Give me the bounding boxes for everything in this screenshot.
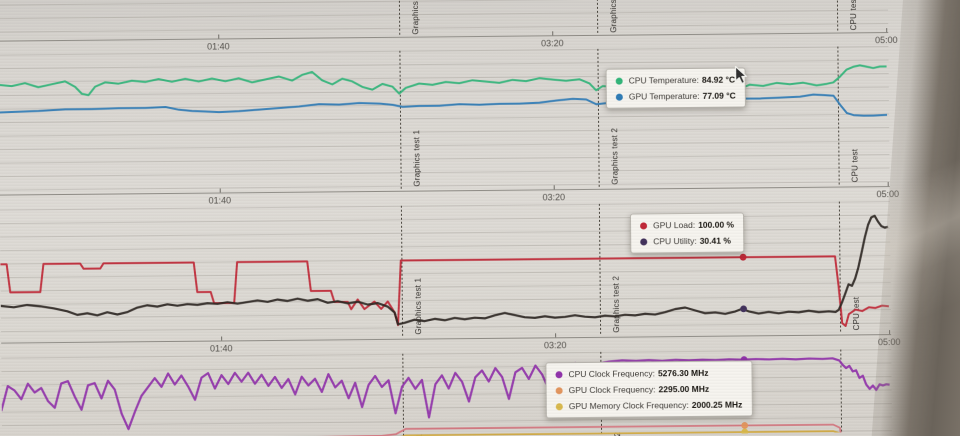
- tooltip-label: CPU Temperature:: [628, 74, 699, 86]
- tooltip-temperatures: CPU Temperature: 84.92 °C GPU Temperatur…: [605, 67, 746, 109]
- tooltip-row: GPU Clock Frequency: 2295.00 MHz: [555, 383, 743, 396]
- tooltip-label: GPU Temperature:: [628, 90, 700, 102]
- tooltip-value: 30.41 %: [699, 235, 731, 246]
- tooltip-row: CPU Temperature: 84.92 °C: [615, 74, 736, 86]
- gpu-clock-dot: [555, 386, 563, 394]
- cpu-clock-dot: [555, 370, 563, 378]
- tooltip-value: 84.92 °C: [701, 74, 736, 85]
- hover-marker-gpu-memory-clock-frequency: [741, 428, 749, 436]
- cpu-temperature-dot: [615, 77, 623, 85]
- hover-marker-gpu-clock-frequency: [741, 422, 749, 429]
- tooltip-row: CPU Utility: 30.41 %: [640, 236, 734, 247]
- tooltip-clocks: CPU Clock Frequency: 5276.30 MHz GPU Clo…: [545, 360, 753, 419]
- tooltip-label: CPU Clock Frequency:: [568, 368, 656, 380]
- series-line-cpu-utility: [0, 214, 889, 326]
- tooltip-value: 100.00 %: [698, 219, 735, 230]
- tooltip-value: 77.09 °C: [702, 90, 736, 101]
- gpu-memory-clock-dot: [555, 402, 563, 410]
- series-line-gpu-temperature: [0, 93, 888, 117]
- tooltip-value: 2295.00 MHz: [658, 383, 710, 395]
- tooltip-label: GPU Memory Clock Frequency:: [568, 400, 689, 412]
- series-line-gpu-load: [0, 255, 889, 327]
- chart-lines-svg: [0, 64, 891, 436]
- tooltip-row: GPU Load: 100.00 %: [640, 220, 734, 231]
- hover-marker-gpu-load: [739, 253, 747, 261]
- tooltip-value: 2000.25 MHz: [691, 399, 743, 410]
- series-line-cpu-temperature: [0, 64, 887, 97]
- tooltip-label: GPU Load:: [653, 219, 696, 231]
- series-line-gpu-clock-frequency: [0, 423, 891, 436]
- gpu-load-dot: [640, 221, 648, 229]
- tooltip-label: CPU Utility:: [653, 235, 697, 247]
- cpu-utility-dot: [640, 237, 648, 245]
- gpu-temperature-dot: [615, 93, 623, 101]
- hover-marker-cpu-utility: [740, 305, 747, 313]
- tooltip-row: CPU Clock Frequency: 5276.30 MHz: [555, 367, 742, 379]
- tooltip-label: GPU Clock Frequency:: [568, 384, 656, 396]
- tooltip-value: 5276.30 MHz: [657, 367, 709, 379]
- mouse-cursor-icon: [734, 65, 748, 85]
- series-line-cpu-clock-frequency: [0, 357, 890, 431]
- tooltip-loads: GPU Load: 100.00 % CPU Utility: 30.41 %: [629, 212, 745, 254]
- series-line-gpu-memory-clock-frequency: [0, 430, 891, 436]
- tooltip-row: GPU Temperature: 77.09 °C: [615, 90, 736, 102]
- tooltip-row: GPU Memory Clock Frequency: 2000.25 MHz: [555, 399, 743, 412]
